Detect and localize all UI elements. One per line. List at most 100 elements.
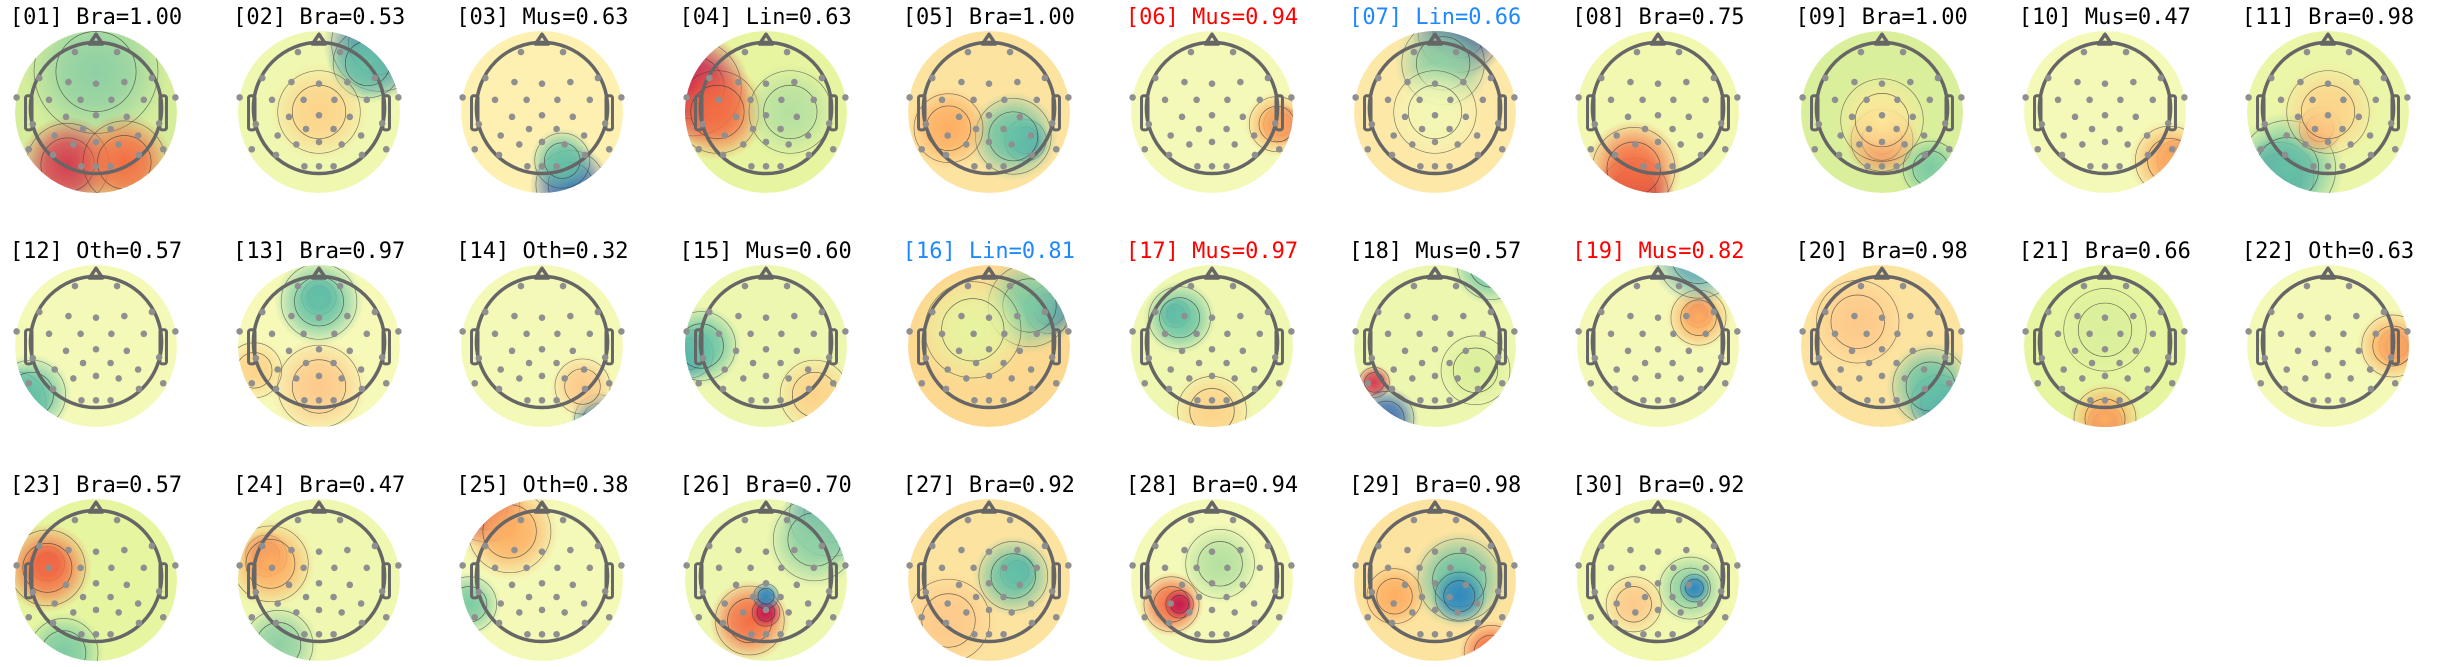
electrode-dot	[2324, 396, 2332, 404]
electrode-dot	[2116, 125, 2123, 133]
electrode-dot	[2124, 141, 2131, 148]
electrode-dot	[2309, 330, 2316, 338]
contour-line	[1463, 625, 1517, 661]
electrode-dot	[985, 372, 993, 380]
electrode-dot	[567, 312, 575, 320]
electrode-dot	[985, 138, 993, 146]
electrode-dot	[115, 375, 122, 382]
topomap-panel: [18] Mus=0.57	[1335, 239, 1535, 430]
panel-title: [23] Bra=0.57	[9, 473, 183, 498]
electrode-dot	[2144, 151, 2152, 159]
panel-title: [04] Lin=0.63	[679, 5, 852, 30]
electrode-dot	[1187, 282, 1195, 290]
electrode-dot	[383, 613, 390, 621]
potential-blob	[1678, 571, 1712, 605]
right-ear-icon	[828, 328, 838, 366]
electrode-dot	[539, 138, 546, 146]
topomap	[1352, 499, 1518, 661]
electrode-dot	[1250, 132, 1258, 139]
topomap	[682, 499, 849, 661]
electrode-dot	[762, 372, 769, 380]
electrode-dot	[1446, 162, 1454, 170]
panel-title: [12] Oth=0.57	[9, 239, 183, 264]
electrode-dot	[777, 564, 785, 572]
electrode-dot	[732, 581, 739, 589]
electrode-dot	[1655, 314, 1662, 321]
electrode-dot	[964, 48, 972, 56]
electrode-dot	[1181, 78, 1188, 86]
electrode-dot	[1033, 330, 1040, 338]
electrode-dot	[1608, 564, 1615, 572]
electrode-dot	[2372, 96, 2380, 104]
electrode-dot	[1239, 113, 1247, 121]
electrode-dot	[695, 379, 702, 387]
panel-title: [30] Bra=0.92	[1572, 473, 1745, 498]
right-ear-icon	[1497, 562, 1508, 600]
electrode-dot	[1048, 354, 1056, 361]
electrode-dot	[2078, 375, 2086, 382]
electrode-dot	[79, 125, 87, 133]
electrode-dot	[829, 379, 837, 387]
electrode-dot	[1697, 366, 1704, 373]
electrode-dot	[602, 588, 609, 595]
electrode-dot	[906, 328, 913, 335]
electrode-dot	[762, 111, 769, 119]
electrode-dot	[1454, 141, 1462, 148]
electrode-dot	[2132, 347, 2139, 355]
electrode-dot	[121, 312, 128, 320]
electrode-dot	[1608, 96, 1615, 104]
topomap	[1129, 265, 1295, 427]
electrode-dot	[734, 78, 742, 86]
electrode-dot	[1831, 330, 1838, 338]
electrode-dot	[1410, 282, 1418, 290]
topomap-panel: [13] Bra=0.97	[219, 239, 419, 430]
electrode-dot	[62, 581, 70, 589]
electrode-dot	[1893, 96, 1901, 104]
electrode-dot	[1033, 564, 1040, 572]
electrode-dot	[2294, 347, 2302, 355]
electrode-dot	[358, 619, 366, 627]
electrode-dot	[1836, 366, 1844, 373]
potential-blob	[907, 87, 989, 169]
electrode-dot	[964, 282, 972, 290]
electrode-dot	[2372, 330, 2380, 338]
electrode-dot	[1926, 330, 1933, 338]
electrode-dot	[962, 609, 970, 616]
electrode-dot	[1697, 600, 1704, 607]
electrode-dot	[2180, 328, 2188, 335]
electrode-dot	[705, 542, 713, 550]
electrode-dot	[818, 542, 825, 550]
electrode-dot	[1591, 120, 1599, 128]
electrode-dot	[1388, 619, 1396, 627]
electrode-dot	[1187, 516, 1195, 524]
electrode-dot	[1454, 609, 1462, 616]
electrode-dot	[1670, 330, 1678, 338]
electrode-dot	[829, 613, 837, 621]
electrode-dot	[1462, 347, 1470, 355]
electrode-dot	[594, 308, 602, 316]
electrode-dot	[734, 312, 742, 320]
electrode-dot	[918, 613, 925, 621]
electrode-dot	[1642, 593, 1649, 601]
electrode-dot	[1479, 96, 1487, 104]
electrode-dot	[1909, 347, 1916, 355]
electrode-dot	[1878, 345, 1885, 353]
electrode-dot	[1390, 132, 1398, 139]
electrode-dot	[2038, 354, 2045, 362]
left-ear-icon	[24, 94, 34, 132]
electrode-dot	[379, 120, 386, 127]
electrode-dot	[1893, 330, 1901, 338]
nose-icon	[534, 500, 551, 514]
electrode-dot	[1677, 141, 1685, 148]
electrode-dot	[344, 78, 351, 86]
electrode-dot	[1231, 141, 1238, 148]
electrode-dot	[1587, 145, 1595, 153]
topomap	[1352, 265, 1518, 427]
electrode-dot	[1064, 562, 1072, 569]
electrode-dot	[13, 328, 20, 335]
electrode-dot	[395, 94, 402, 101]
topomap-panel: [28] Bra=0.94	[1112, 473, 1312, 664]
electrode-dot	[734, 546, 742, 554]
electrode-dot	[618, 328, 626, 335]
electrode-dot	[459, 562, 467, 569]
